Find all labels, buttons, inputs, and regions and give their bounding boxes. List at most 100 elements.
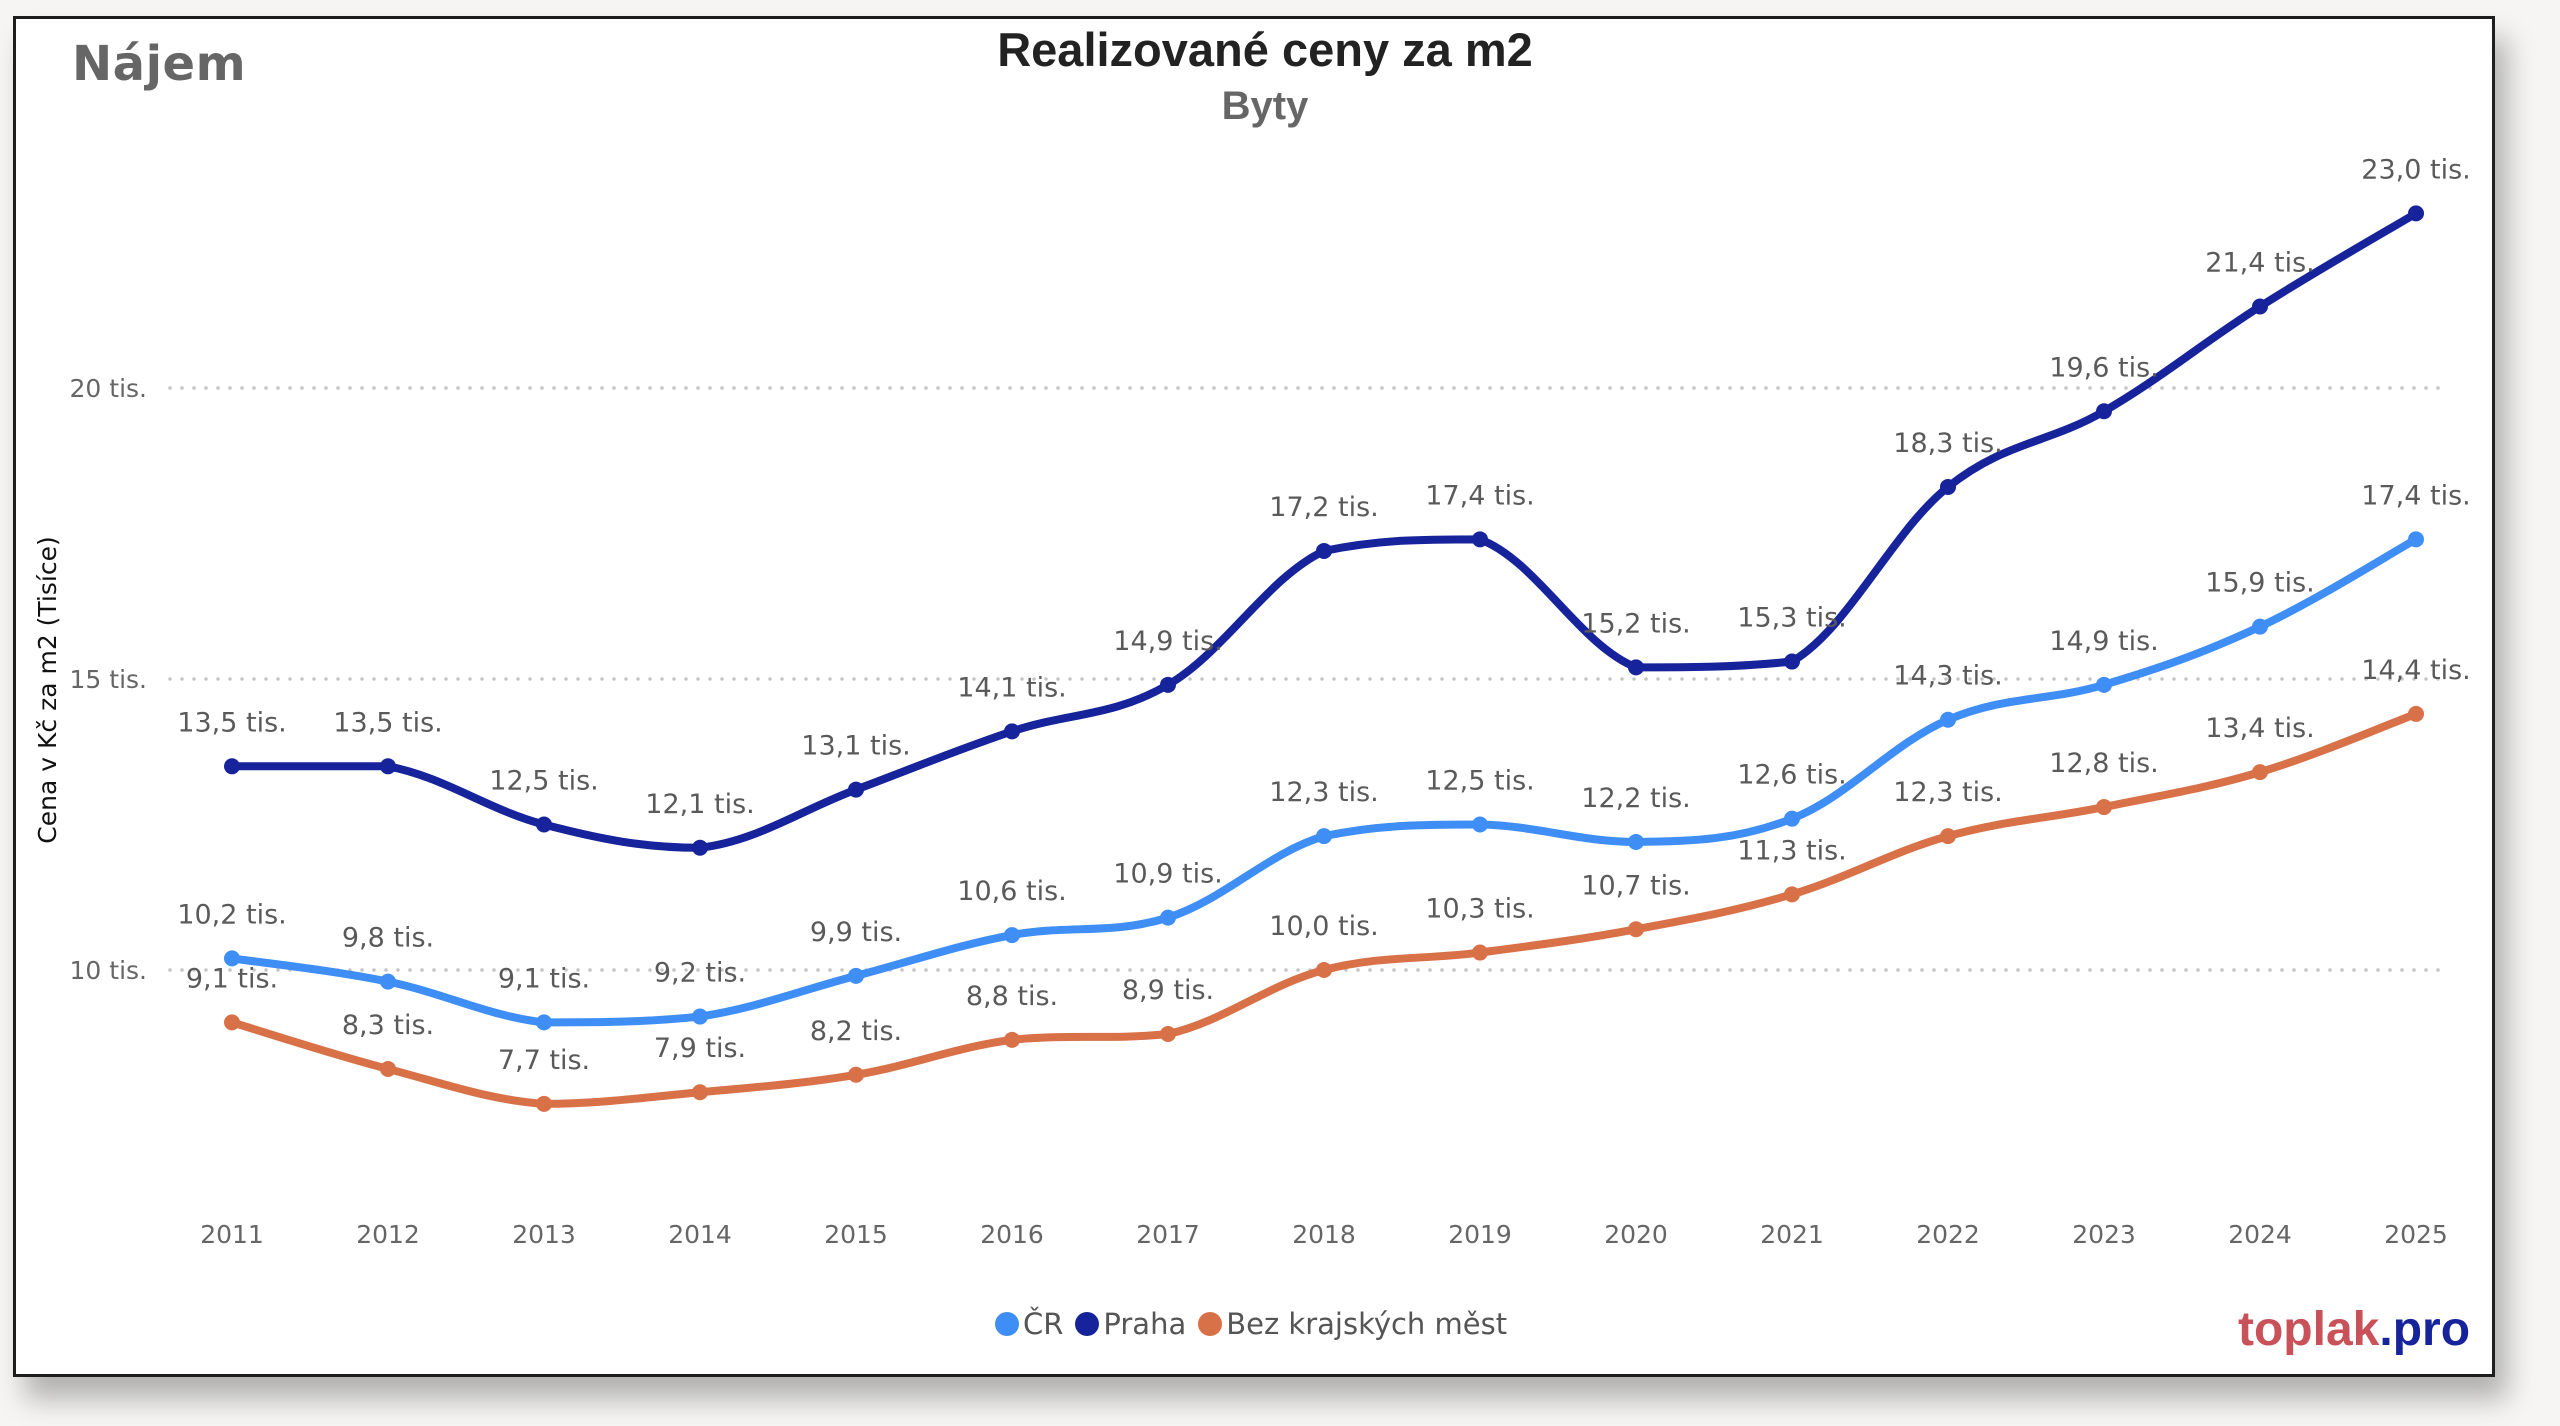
- x-tick-label: 2016: [980, 1220, 1044, 1249]
- data-point[interactable]: [2408, 531, 2424, 548]
- data-label: 12,6 tis.: [1737, 760, 1846, 791]
- data-point[interactable]: [2252, 764, 2268, 781]
- data-labels-praha: 13,5 tis. 13,5 tis. 12,5 tis. 12,1 tis. 13,1…: [177, 154, 2470, 819]
- series-lines: [224, 205, 2424, 1112]
- legend-item-bez-krajskych-mest[interactable]: Bez krajských měst: [1198, 1307, 1507, 1341]
- data-point[interactable]: [692, 839, 708, 856]
- legend-dot-icon: [1198, 1312, 1223, 1336]
- x-tick-label: 2015: [824, 1220, 888, 1249]
- data-point[interactable]: [1784, 810, 1800, 827]
- data-point[interactable]: [692, 1008, 708, 1025]
- data-point[interactable]: [848, 781, 864, 798]
- series-cr: [224, 531, 2424, 1031]
- data-label: 12,5 tis.: [489, 766, 598, 797]
- data-point[interactable]: [1316, 828, 1332, 845]
- series-praha: [224, 205, 2424, 856]
- data-point[interactable]: [1472, 816, 1488, 833]
- legend-item-cr[interactable]: ČR: [995, 1307, 1063, 1341]
- data-label: 13,5 tis.: [333, 707, 442, 738]
- data-label: 14,1 tis.: [957, 672, 1066, 703]
- data-labels-cr: 10,2 tis. 9,8 tis. 9,1 tis. 9,2 tis. 9,9 tis…: [177, 480, 2470, 994]
- data-label: 10,2 tis.: [177, 899, 286, 930]
- y-axis-title: Cena v Kč za m2 (Tisíce): [33, 536, 62, 843]
- data-point[interactable]: [2252, 298, 2268, 315]
- x-tick-label: 2012: [356, 1220, 420, 1249]
- data-point[interactable]: [1628, 833, 1644, 850]
- data-point[interactable]: [2096, 799, 2112, 816]
- data-label: 10,3 tis.: [1425, 894, 1534, 925]
- data-label: 12,1 tis.: [645, 789, 754, 820]
- data-point[interactable]: [1940, 478, 1956, 495]
- data-point[interactable]: [848, 1066, 864, 1083]
- data-label: 13,4 tis.: [2205, 713, 2314, 744]
- data-label: 23,0 tis.: [2361, 154, 2470, 185]
- logo-text-main: toplak: [2238, 1303, 2380, 1356]
- data-point[interactable]: [1316, 542, 1332, 559]
- data-label: 18,3 tis.: [1893, 428, 2002, 459]
- chart-frame: [13, 16, 2495, 1377]
- data-point[interactable]: [224, 758, 240, 775]
- data-label: 15,9 tis.: [2205, 568, 2314, 599]
- data-point[interactable]: [380, 973, 396, 990]
- data-point[interactable]: [1160, 909, 1176, 926]
- data-point[interactable]: [380, 758, 396, 775]
- data-point[interactable]: [536, 816, 552, 833]
- data-label: 10,7 tis.: [1581, 870, 1690, 901]
- data-label: 9,1 tis.: [498, 963, 590, 994]
- data-point[interactable]: [1472, 531, 1488, 548]
- data-point[interactable]: [2408, 705, 2424, 722]
- data-point[interactable]: [1004, 927, 1020, 944]
- data-point[interactable]: [1628, 921, 1644, 938]
- data-label: 14,9 tis.: [2049, 626, 2158, 657]
- data-point[interactable]: [1472, 944, 1488, 961]
- data-point[interactable]: [2408, 205, 2424, 222]
- x-tick-label: 2019: [1448, 1220, 1512, 1249]
- data-point[interactable]: [2252, 618, 2268, 635]
- data-point[interactable]: [224, 950, 240, 967]
- data-label: 14,3 tis.: [1893, 661, 2002, 692]
- data-point[interactable]: [692, 1084, 708, 1101]
- data-label: 17,2 tis.: [1269, 492, 1378, 523]
- data-point[interactable]: [536, 1014, 552, 1031]
- data-point[interactable]: [224, 1014, 240, 1031]
- legend-dot-icon: [995, 1312, 1019, 1336]
- data-label: 14,4 tis.: [2361, 655, 2470, 686]
- data-point[interactable]: [1628, 659, 1644, 676]
- data-point[interactable]: [1784, 886, 1800, 903]
- legend-item-praha[interactable]: Praha: [1075, 1307, 1186, 1341]
- data-label: 17,4 tis.: [1425, 480, 1534, 511]
- data-label: 15,2 tis.: [1581, 608, 1690, 639]
- data-labels: 10,2 tis. 9,8 tis. 9,1 tis. 9,2 tis. 9,9 tis…: [177, 154, 2470, 1075]
- data-label: 21,4 tis.: [2205, 248, 2314, 279]
- data-point[interactable]: [1160, 676, 1176, 693]
- x-tick-label: 2018: [1292, 1220, 1356, 1249]
- data-point[interactable]: [1784, 653, 1800, 670]
- data-label: 17,4 tis.: [2361, 480, 2470, 511]
- data-point[interactable]: [1940, 828, 1956, 845]
- data-label: 10,9 tis.: [1113, 859, 1222, 890]
- data-label: 13,5 tis.: [177, 707, 286, 738]
- chart-subtitle: Byty: [1221, 84, 1309, 128]
- data-point[interactable]: [1316, 962, 1332, 978]
- x-tick-label: 2025: [2384, 1220, 2448, 1249]
- data-point[interactable]: [848, 967, 864, 984]
- data-point[interactable]: [1004, 1031, 1020, 1048]
- data-point[interactable]: [380, 1060, 396, 1077]
- data-point[interactable]: [536, 1095, 552, 1112]
- data-point[interactable]: [2096, 403, 2112, 420]
- x-axis-ticks: 2011 2012 2013 2014 2015 2016 2017 2018 2019 2020…: [200, 1220, 2448, 1249]
- data-label: 19,6 tis.: [2049, 352, 2158, 383]
- data-point[interactable]: [1004, 723, 1020, 740]
- x-tick-label: 2024: [2228, 1220, 2292, 1249]
- data-point[interactable]: [1940, 711, 1956, 728]
- y-tick-label: 10 tis.: [70, 956, 147, 985]
- x-tick-label: 2011: [200, 1220, 264, 1249]
- data-point[interactable]: [2096, 676, 2112, 693]
- data-point[interactable]: [1160, 1026, 1176, 1043]
- data-label: 10,6 tis.: [957, 876, 1066, 907]
- x-tick-label: 2021: [1760, 1220, 1824, 1249]
- data-label: 8,3 tis.: [342, 1010, 434, 1041]
- legend-label: ČR: [1023, 1307, 1064, 1341]
- x-tick-label: 2023: [2072, 1220, 2136, 1249]
- data-label: 8,9 tis.: [1122, 975, 1214, 1006]
